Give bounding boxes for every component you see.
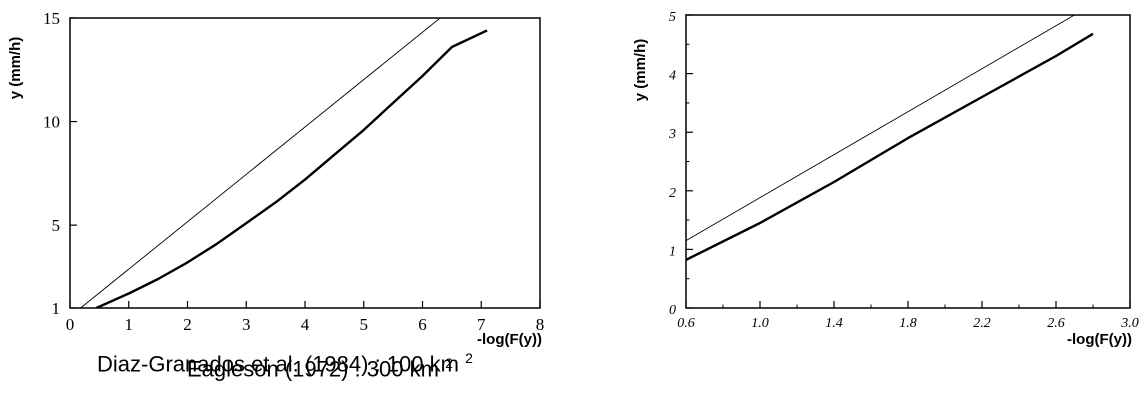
chart-left-series-thin-line — [80, 18, 441, 308]
chart-left-plot-frame — [69, 17, 541, 309]
chart-right-xlabel: -log(F(y)) — [1067, 331, 1132, 348]
chart-right-xtick-label: 2.6 — [1047, 316, 1065, 331]
chart-left-ytick-label: 1 — [52, 299, 61, 318]
chart-right-caption: Eagleson (1972) : 300 km 2 — [187, 355, 453, 382]
chart-left: 0 1 2 3 4 5 6 7 8 1 5 10 15 -log(F(y)) y (mm/h) — [0, 0, 570, 406]
chart-left-xtick-label: 8 — [536, 315, 545, 334]
chart-right-plot-frame — [685, 14, 1131, 309]
chart-right-series-thick-line — [686, 32, 1094, 261]
chart-right-ytick-label: 2 — [669, 186, 676, 201]
chart-right-caption-sup: 2 — [445, 355, 453, 371]
chart-left-caption: Diaz-Granados et al. (1984) : 100 km 2 — [97, 350, 473, 377]
chart-left-xtick-label: 4 — [301, 315, 310, 334]
chart-right-ytick-label: 1 — [669, 244, 676, 259]
chart-left-xtick-label: 5 — [360, 315, 369, 334]
chart-right-xtick-label: 1.8 — [899, 316, 917, 331]
chart-left-xtick-label: 0 — [66, 315, 75, 334]
chart-right-ytick-label: 5 — [669, 10, 676, 25]
chart-left-ylabel: y (mm/h) — [7, 37, 24, 100]
chart-right-svg: 0.6 1.0 1.4 1.8 2.2 2.6 3.0 0 1 2 3 4 5 -log(F(y)) y (… — [632, 10, 1139, 348]
chart-right-xtick-label: 0.6 — [677, 316, 695, 331]
chart-left-xtick-label: 6 — [418, 315, 427, 334]
chart-right-ytick-label: 3 — [668, 127, 676, 142]
chart-left-ytick-label: 15 — [43, 9, 60, 28]
chart-left-xtick-label: 1 — [125, 315, 134, 334]
chart-right-xtick-label: 2.2 — [973, 316, 991, 331]
chart-right-series-thin-line — [686, 15, 1075, 241]
chart-right-ytick-label: 4 — [669, 69, 676, 84]
chart-right-xtick-label: 1.4 — [825, 316, 843, 331]
chart-right-ylabel: y (mm/h) — [632, 39, 649, 102]
chart-left-series-thick-line — [95, 29, 488, 308]
chart-left-ytick-label: 5 — [52, 216, 61, 235]
chart-left-caption-text: Diaz-Granados et al. (1984) : 100 km — [97, 351, 459, 377]
chart-right-caption-text: Eagleson (1972) : 300 km — [187, 356, 439, 382]
chart-left-xtick-label: 7 — [477, 315, 486, 334]
chart-left-xlabel: -log(F(y)) — [477, 331, 542, 348]
chart-right-ytick-label: 0 — [669, 303, 676, 318]
chart-left-xtick-label: 2 — [183, 315, 192, 334]
chart-left-caption-sup: 2 — [465, 350, 473, 366]
chart-left-ytick-label: 10 — [43, 113, 60, 132]
chart-left-xtick-label: 3 — [242, 315, 251, 334]
chart-right-xtick-label: 1.0 — [751, 316, 769, 331]
chart-right-xtick-label: 3.0 — [1120, 316, 1139, 331]
chart-right: 0.6 1.0 1.4 1.8 2.2 2.6 3.0 0 1 2 3 4 5 -log(F(y)) y (… — [575, 0, 1145, 406]
